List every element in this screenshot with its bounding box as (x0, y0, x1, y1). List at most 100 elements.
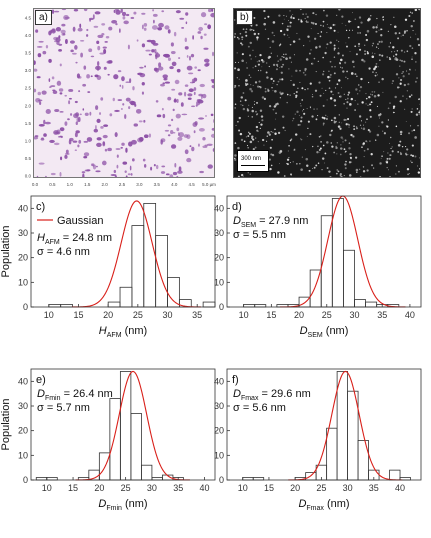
sem-particle (331, 119, 333, 122)
sem-particle (394, 25, 397, 28)
afm-particle (176, 175, 179, 177)
sem-particle (400, 133, 402, 136)
y-tick-label: 10 (214, 450, 224, 460)
sem-particle (359, 168, 361, 170)
sem-particle (388, 45, 391, 48)
afm-particle (64, 154, 68, 159)
sem-particle (305, 13, 307, 15)
sem-particle (237, 146, 240, 150)
sem-particle (339, 174, 342, 177)
afm-particle (54, 108, 60, 113)
sem-particle (259, 53, 262, 57)
afm-particle (160, 171, 166, 174)
histogram-2: 10 15 20 25 30 35 40 0 10 20 30 40 e) DFmin = 26.4 nm… (0, 368, 216, 512)
histogram-bar (342, 249, 355, 308)
sem-particle (322, 56, 325, 59)
sem-particle (362, 170, 366, 173)
afm-particle (143, 119, 146, 123)
sem-particle (365, 121, 367, 123)
sem-particle (404, 108, 406, 110)
sem-particle (395, 173, 397, 175)
panel-label: d) (232, 201, 242, 213)
sem-particle (275, 112, 277, 115)
sem-particle (283, 53, 285, 56)
sem-particle (277, 60, 280, 62)
afm-particle (92, 163, 95, 167)
sem-particle (257, 141, 259, 143)
afm-particle (61, 33, 65, 36)
afm-particle (200, 35, 203, 40)
sem-particle (268, 104, 272, 108)
sem-particle (311, 115, 314, 118)
sem-particle (417, 124, 419, 127)
sem-particle (368, 130, 372, 133)
afm-x-tick-label: 4.5 (188, 182, 195, 187)
sem-particle (339, 173, 342, 176)
sem-particle (394, 57, 398, 60)
sem-particle (394, 58, 396, 60)
sem-particle (378, 47, 380, 49)
afm-particle (160, 83, 165, 87)
afm-particle (144, 65, 146, 68)
sem-particle (282, 63, 285, 66)
sem-particle (348, 20, 351, 23)
sem-particle (263, 9, 266, 13)
sem-particle (304, 88, 306, 91)
afm-particle (167, 96, 172, 101)
afm-particle (75, 121, 78, 126)
sem-particle (386, 157, 389, 160)
sem-particle (355, 126, 358, 128)
afm-particle (170, 144, 177, 149)
afm-particle (136, 39, 139, 42)
afm-particle (97, 45, 101, 51)
sem-particle (333, 49, 336, 51)
afm-particle (86, 28, 89, 32)
sem-particle (334, 24, 336, 26)
sem-particle (329, 133, 332, 137)
sem-particle (258, 121, 260, 124)
afm-axes: 0.0 0.5 1.0 1.5 2.0 2.5 3.0 3.5 4.0 4.5 5.0 µm 0.0 0… (25, 16, 216, 188)
afm-particle (179, 17, 185, 20)
sem-particle (307, 35, 310, 38)
afm-particle (164, 25, 170, 30)
y-tick-label: 0 (23, 475, 28, 485)
afm-particle (148, 53, 152, 56)
plot-frame (30, 195, 216, 308)
sem-particle (341, 22, 343, 24)
sem-particle (279, 149, 283, 153)
sem-particle (294, 149, 296, 151)
sem-particle (382, 130, 384, 132)
afm-particle (162, 82, 166, 85)
afm-particle (68, 139, 72, 145)
afm-particle (44, 121, 51, 125)
sem-particle (407, 173, 409, 176)
sem-particle (245, 83, 248, 86)
afm-particle (79, 23, 82, 29)
afm-y-tick-label: 2.5 (25, 86, 32, 91)
sem-particle (407, 83, 410, 86)
afm-particle (64, 16, 71, 19)
sem-particle (240, 138, 244, 142)
sem-particle (383, 151, 385, 153)
sem-particle (355, 156, 358, 159)
sem-particle (418, 114, 420, 116)
sem-particle (322, 70, 325, 73)
afm-particle (143, 27, 147, 31)
y-tick-label: 40 (18, 203, 28, 213)
sem-particle (326, 31, 328, 34)
sem-particle (396, 86, 400, 89)
afm-particle (59, 135, 62, 138)
sem-particle (241, 36, 244, 39)
afm-particle (186, 65, 193, 71)
sem-particle (329, 73, 332, 76)
sem-particle (278, 14, 281, 17)
afm-particle (38, 123, 45, 127)
sem-particle (364, 53, 367, 55)
afm-particle (79, 113, 82, 116)
sem-particle (299, 124, 301, 126)
afm-particle (169, 66, 174, 70)
sem-particle (234, 154, 237, 157)
sem-particle (323, 117, 326, 120)
y-tick-label: 10 (214, 277, 224, 287)
sem-particle (386, 167, 388, 169)
